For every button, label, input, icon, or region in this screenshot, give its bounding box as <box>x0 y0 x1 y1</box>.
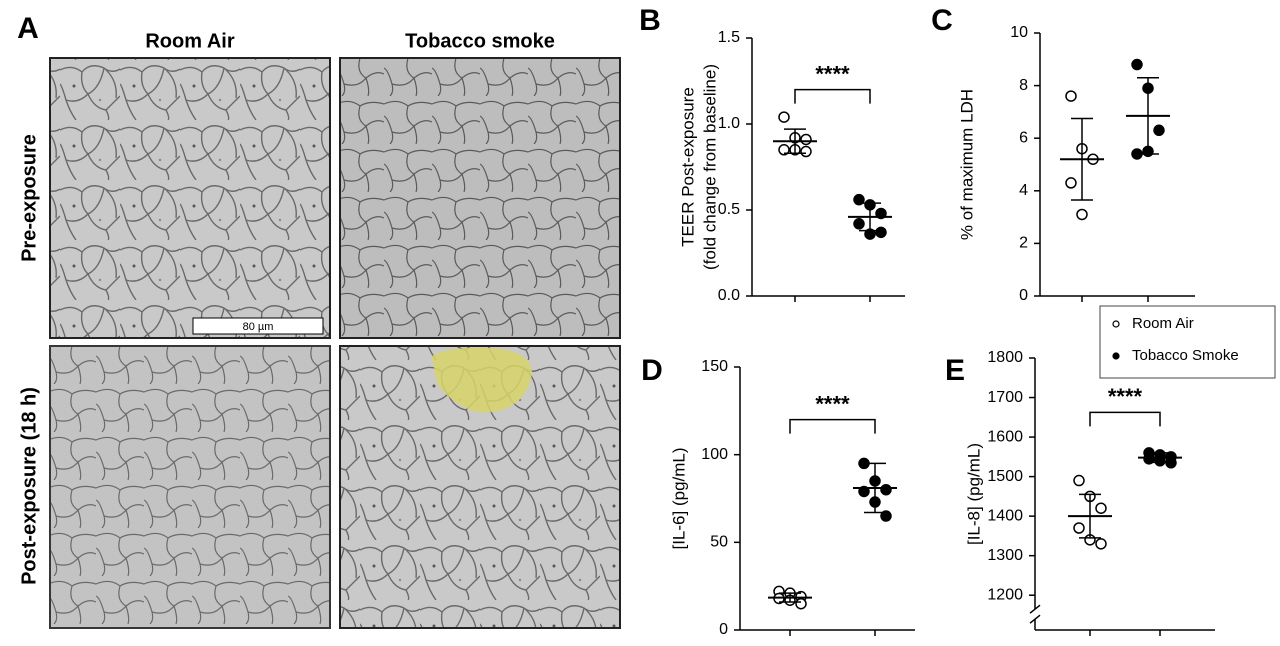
data-point <box>880 510 892 522</box>
y-axis-label: (fold change from baseline) <box>700 64 719 270</box>
y-tick-label: 100 <box>701 446 728 463</box>
data-point <box>795 597 807 610</box>
panel-label: A <box>17 12 39 45</box>
y-axis-label: [IL-6] (pg/mL) <box>669 447 688 549</box>
y-tick-label: 0 <box>1019 287 1028 304</box>
y-tick-label: 10 <box>1010 24 1028 41</box>
error-bar <box>1137 76 1159 155</box>
data-point <box>800 145 812 158</box>
y-tick-label: 6 <box>1019 129 1028 146</box>
y-tick-label: 2 <box>1019 235 1028 252</box>
error-bar <box>779 592 801 603</box>
chart-panel: D [IL-6] (pg/mL) 0 50 100 150 **** <box>641 354 915 638</box>
legend-label: Tobacco Smoke <box>1132 347 1239 364</box>
scale-bar <box>192 317 324 335</box>
significance-label: **** <box>815 391 850 416</box>
legend-label: Room Air <box>1132 315 1194 332</box>
data-point <box>1073 474 1085 487</box>
y-tick-label: 1.5 <box>718 29 740 46</box>
y-tick-label: 1400 <box>987 507 1023 524</box>
error-bar <box>1079 493 1101 539</box>
chart-panel: E [IL-8] (pg/mL) 1200 1300 1400 1500 1600 1700 1… <box>945 349 1215 636</box>
y-tick-label: 4 <box>1019 182 1028 199</box>
column-title: Tobacco smoke <box>405 30 555 52</box>
data-point <box>778 144 790 156</box>
y-tick-label: 1500 <box>987 468 1023 485</box>
error-bar <box>1071 117 1093 201</box>
highlight-region <box>432 347 532 413</box>
data-point <box>1095 538 1107 550</box>
column-title: Room Air <box>145 30 234 52</box>
panel-a: A Room Air Tobacco smoke Pre-exposure Po… <box>17 12 621 629</box>
data-point <box>1065 177 1077 189</box>
legend-box <box>1099 305 1276 379</box>
micrograph <box>339 57 621 339</box>
data-point <box>778 111 790 123</box>
error-bar <box>1149 452 1171 464</box>
y-tick-label: 1300 <box>987 547 1023 564</box>
legend-marker <box>1112 352 1120 360</box>
data-point <box>1131 58 1143 71</box>
y-axis-label: TEER Post-exposure <box>678 87 697 247</box>
chart-panel: C % of maximum LDH 0 2 4 6 8 10 <box>931 4 1195 304</box>
data-point <box>1095 502 1107 514</box>
data-point <box>875 226 887 239</box>
y-tick-label: 0.0 <box>718 287 740 304</box>
y-tick-label: 1.0 <box>718 115 740 132</box>
panel-label: E <box>945 354 965 387</box>
data-point <box>858 485 870 498</box>
scale-bar-label: 80 µm <box>243 321 274 333</box>
data-point <box>800 133 812 146</box>
panel-label: C <box>931 4 953 37</box>
error-bar <box>784 128 806 154</box>
y-tick-label: 150 <box>701 358 728 375</box>
y-tick-label: 1200 <box>987 586 1023 603</box>
data-point <box>1153 124 1165 137</box>
y-tick-label: 1700 <box>987 389 1023 406</box>
y-tick-label: 0 <box>719 621 728 638</box>
y-tick-label: 1800 <box>987 349 1023 366</box>
y-axis-label: % of maximum LDH <box>957 89 976 240</box>
legend: Room Air Tobacco Smoke <box>1099 305 1276 379</box>
data-point <box>1073 522 1085 534</box>
error-bar <box>859 202 881 232</box>
panel-label: B <box>639 4 661 37</box>
data-point <box>853 218 865 230</box>
significance-label: **** <box>815 61 850 86</box>
row-title: Post-exposure (18 h) <box>18 387 40 585</box>
data-point <box>853 193 865 206</box>
data-point <box>880 483 892 496</box>
data-point <box>1065 90 1077 102</box>
y-axis-label: [IL-8] (pg/mL) <box>964 443 983 545</box>
significance-label: **** <box>1108 384 1143 409</box>
y-tick-label: 8 <box>1019 77 1028 94</box>
data-point <box>1143 453 1155 465</box>
legend-marker <box>1112 320 1120 328</box>
significance-bracket <box>794 88 871 104</box>
axis-break <box>1029 604 1041 624</box>
chart-panel: B TEER Post-exposure (fold change from bas… <box>639 4 905 304</box>
significance-bracket <box>789 418 876 434</box>
micrograph <box>49 345 331 629</box>
panel-label: D <box>641 354 663 387</box>
row-title: Pre-exposure <box>18 134 40 262</box>
y-tick-label: 1600 <box>987 428 1023 445</box>
y-tick-label: 0.5 <box>718 201 740 218</box>
data-point <box>1076 208 1088 221</box>
micrograph <box>49 57 331 339</box>
error-bar <box>864 462 886 514</box>
y-tick-label: 50 <box>710 534 728 551</box>
significance-bracket <box>1089 411 1161 427</box>
